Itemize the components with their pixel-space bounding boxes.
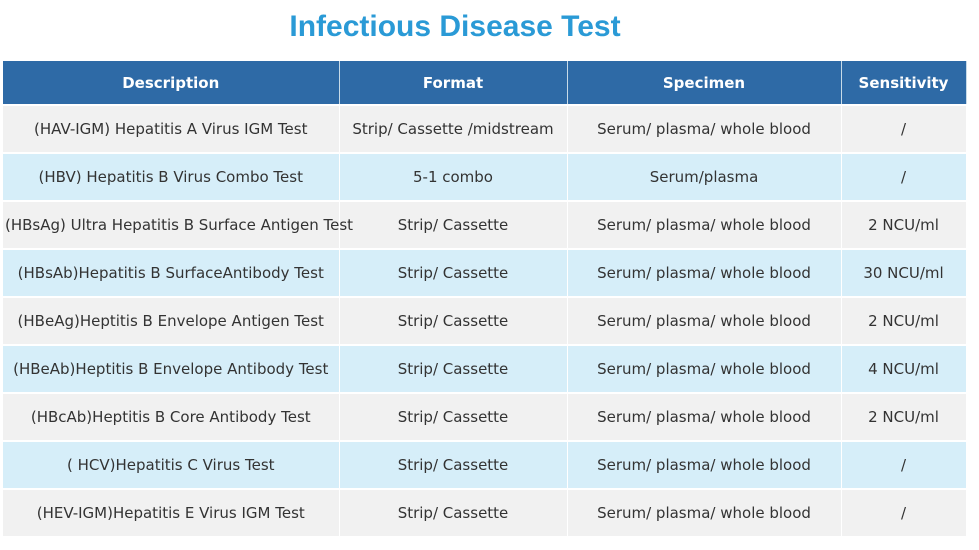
table-row: (HBsAg) Ultra Hepatitis B Surface Antige… <box>3 200 967 249</box>
table-row: ( HCV)Hepatitis C Virus Test Strip/ Casse… <box>3 440 967 489</box>
table-cell: Strip/ Cassette <box>339 344 568 393</box>
column-header: Specimen <box>567 61 842 105</box>
table-cell: 30 NCU/ml <box>841 248 967 297</box>
column-header: Sensitivity <box>841 61 967 105</box>
table-cell: (HBsAg) Ultra Hepatitis B Surface Antige… <box>3 200 353 249</box>
table-row: (HBeAb)Heptitis B Envelope Antibody Test… <box>3 344 967 393</box>
table-row: (HBcAb)Heptitis B Core Antibody Test Stri… <box>3 392 967 441</box>
table-row: (HBV) Hepatitis B Virus Combo Test 5-1 co… <box>3 152 967 201</box>
table-cell: / <box>841 152 967 201</box>
table-cell: 2 NCU/ml <box>841 296 967 345</box>
table-row: (HAV-IGM) Hepatitis A Virus IGM Test Stri… <box>3 104 967 153</box>
table-cell: Serum/ plasma/ whole blood <box>567 296 842 345</box>
table-cell: Strip/ Cassette <box>339 200 568 249</box>
table-cell: Serum/ plasma/ whole blood <box>567 104 842 153</box>
table-cell: (HAV-IGM) Hepatitis A Virus IGM Test <box>3 104 340 153</box>
table-cell: Strip/ Cassette /midstream <box>339 104 568 153</box>
table-cell: Serum/ plasma/ whole blood <box>567 440 842 489</box>
table-row: (HBsAb)Hepatitis B SurfaceAntibody Test S… <box>3 248 967 297</box>
table-row: (HBeAg)Heptitis B Envelope Antigen Test S… <box>3 296 967 345</box>
table-cell: 2 NCU/ml <box>841 200 967 249</box>
table-row: (HEV-IGM)Hepatitis E Virus IGM Test Strip… <box>3 488 967 536</box>
table-cell: (HEV-IGM)Hepatitis E Virus IGM Test <box>3 488 340 536</box>
header-row: Description Format Specimen Sensitivity <box>3 61 967 105</box>
table-cell: 4 NCU/ml <box>841 344 967 393</box>
table-cell: Strip/ Cassette <box>339 488 568 536</box>
table-cell: (HBsAb)Hepatitis B SurfaceAntibody Test <box>3 248 340 297</box>
table-cell: 2 NCU/ml <box>841 392 967 441</box>
table-cell: Strip/ Cassette <box>339 296 568 345</box>
table-cell: (HBcAb)Heptitis B Core Antibody Test <box>3 392 340 441</box>
table-cell: ( HCV)Hepatitis C Virus Test <box>3 440 340 489</box>
table-cell: Serum/ plasma/ whole blood <box>567 200 842 249</box>
table-cell: / <box>841 104 967 153</box>
table-cell: / <box>841 440 967 489</box>
table-cell: / <box>841 488 967 536</box>
column-header: Format <box>339 61 568 105</box>
table-cell: Strip/ Cassette <box>339 392 568 441</box>
table-cell: (HBV) Hepatitis B Virus Combo Test <box>3 152 340 201</box>
table: Description Format Specimen Sensitivity (HA… <box>3 61 967 536</box>
table-cell: Serum/ plasma/ whole blood <box>567 392 842 441</box>
table-cell: Serum/ plasma/ whole blood <box>567 248 842 297</box>
column-header: Description <box>3 61 340 105</box>
table-cell: (HBeAb)Heptitis B Envelope Antibody Test <box>3 344 340 393</box>
table-cell: Serum/plasma <box>567 152 842 201</box>
table-cell: 5-1 combo <box>339 152 568 201</box>
table-cell: (HBeAg)Heptitis B Envelope Antigen Test <box>3 296 340 345</box>
table-body: (HAV-IGM) Hepatitis A Virus IGM Test Stri… <box>3 104 967 536</box>
table-cell: Serum/ plasma/ whole blood <box>567 488 842 536</box>
table-cell: Strip/ Cassette <box>339 440 568 489</box>
table-cell: Serum/ plasma/ whole blood <box>567 344 842 393</box>
title: Infectious Disease Test <box>289 10 621 43</box>
table-cell: Strip/ Cassette <box>339 248 568 297</box>
